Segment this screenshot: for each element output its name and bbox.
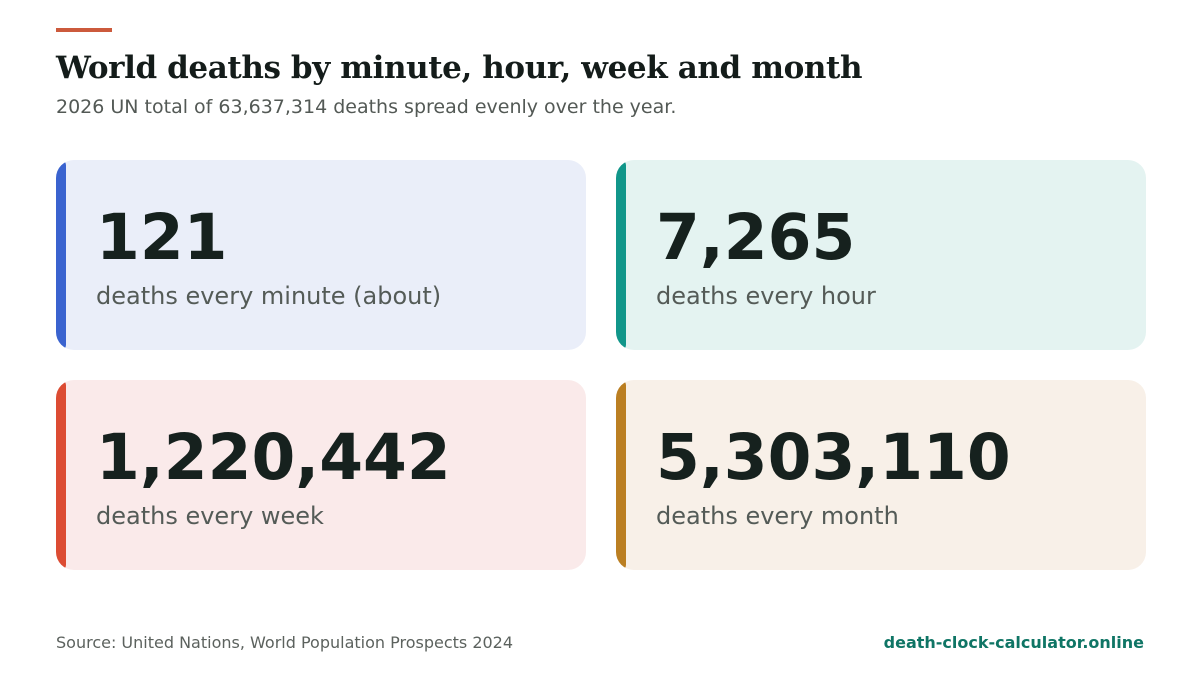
page-title: World deaths by minute, hour, week and m… <box>56 50 863 86</box>
stat-value: 5,303,110 <box>656 421 1011 494</box>
source-note: Source: United Nations, World Population… <box>56 633 514 652</box>
stat-card-week: 1,220,442 deaths every week <box>56 380 586 570</box>
stat-value: 1,220,442 <box>96 421 451 494</box>
stat-value: 7,265 <box>656 201 856 274</box>
stat-label: deaths every week <box>96 502 324 530</box>
card-accent-bar <box>56 160 66 350</box>
title-accent-rule <box>56 28 112 32</box>
card-accent-bar <box>616 380 626 570</box>
card-accent-bar <box>56 380 66 570</box>
page-subtitle: 2026 UN total of 63,637,314 deaths sprea… <box>56 96 677 118</box>
stat-card-minute: 121 deaths every minute (about) <box>56 160 586 350</box>
stat-label: deaths every minute (about) <box>96 282 442 310</box>
stat-value: 121 <box>96 201 228 274</box>
stat-card-hour: 7,265 deaths every hour <box>616 160 1146 350</box>
site-link[interactable]: death-clock-calculator.online <box>883 633 1144 652</box>
stat-label: deaths every hour <box>656 282 876 310</box>
card-accent-bar <box>616 160 626 350</box>
stat-card-month: 5,303,110 deaths every month <box>616 380 1146 570</box>
stat-label: deaths every month <box>656 502 899 530</box>
